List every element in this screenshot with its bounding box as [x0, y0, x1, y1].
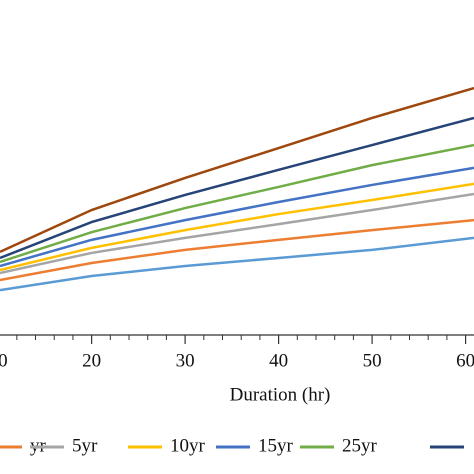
legend-label: 25yr — [342, 435, 378, 456]
series-line — [0, 236, 474, 292]
legend-label: 10yr — [170, 435, 206, 456]
series-line — [0, 218, 474, 282]
x-tick-label: 20 — [82, 350, 101, 371]
x-tick-label: 50 — [363, 350, 382, 371]
x-tick-label: 30 — [176, 350, 195, 371]
x-tick-label: 10 — [0, 350, 8, 371]
series-line — [0, 166, 474, 268]
x-tick-label: 60 — [456, 350, 474, 371]
x-tick-label: 40 — [269, 350, 288, 371]
series-line — [0, 86, 474, 254]
series-line — [0, 143, 474, 264]
series-line — [0, 116, 474, 260]
series-line — [0, 182, 474, 272]
x-axis-label: Duration (hr) — [230, 384, 331, 405]
legend-label: 15yr — [258, 435, 294, 456]
series-line — [0, 192, 474, 275]
legend-label: 5yr — [72, 435, 98, 456]
